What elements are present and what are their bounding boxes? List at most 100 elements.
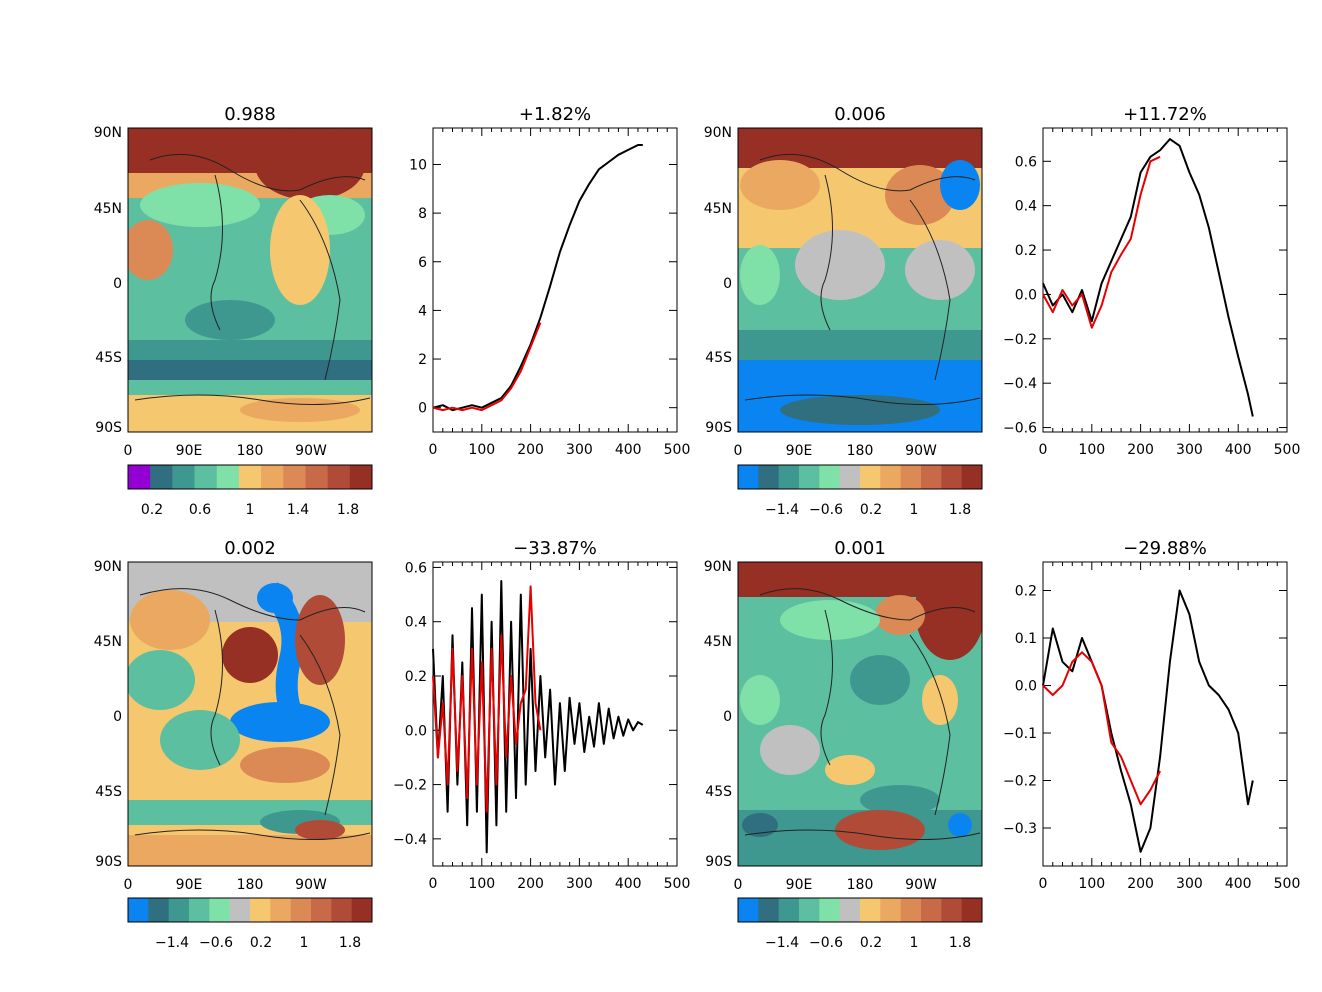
- map-3-field: [128, 562, 372, 866]
- map-1-cb-label-2: 1: [246, 502, 255, 518]
- y-tick-label: 0.2: [405, 669, 427, 685]
- map-4-cb-label-1: −0.6: [809, 935, 843, 951]
- map-2-y-ticks: 90N 45N 0 45S 90S: [704, 125, 732, 436]
- map-4-field: [738, 562, 982, 866]
- colorbar-swatch: [839, 898, 861, 922]
- series-line-black: [1042, 589, 1254, 853]
- map-4-ytick-4: 90S: [705, 854, 732, 870]
- map-3-colorbar: [127, 897, 373, 923]
- x-tick-label: 200: [1127, 876, 1154, 892]
- colorbar-swatch: [305, 465, 329, 489]
- map-1-xtick-3: 90W: [295, 443, 327, 459]
- x-tick-label: 100: [468, 442, 495, 458]
- map-3-title: 0.002: [224, 538, 276, 559]
- colorbar-swatch: [349, 465, 373, 489]
- colorbar-frame: [127, 897, 373, 923]
- map-3-cb-label-2: 0.2: [250, 935, 272, 951]
- series-line-red: [1042, 651, 1161, 806]
- map-4-y-ticks: 90N 45N 0 45S 90S: [704, 559, 732, 870]
- map-2-xtick-3: 90W: [905, 443, 937, 459]
- series-line-red: [1042, 155, 1161, 329]
- map-4-xtick-0: 0: [734, 877, 743, 893]
- map-1-field: [128, 128, 372, 432]
- x-tick-label: 500: [664, 442, 691, 458]
- colorbar-swatch: [839, 465, 861, 489]
- colorbar-swatch: [238, 465, 262, 489]
- colorbar-swatch: [900, 898, 922, 922]
- map-1-colorbar: [127, 464, 373, 490]
- series-line-red: [432, 585, 542, 813]
- x-tick-label: 100: [1078, 876, 1105, 892]
- colorbar-swatch: [216, 465, 240, 489]
- map-4-ytick-0: 90N: [704, 559, 732, 575]
- series-line-red: [432, 322, 542, 412]
- colorbar-swatch: [150, 465, 173, 489]
- colorbar-swatch: [921, 465, 942, 489]
- colorbar-swatch: [778, 898, 800, 922]
- colorbar-swatch: [331, 898, 353, 922]
- y-tick-label: 0.6: [1015, 154, 1037, 170]
- line-1-title: +1.82%: [519, 104, 591, 125]
- map-1-ytick-1: 45N: [94, 201, 122, 217]
- map-1-x-ticks: 0 90E 180 90W: [124, 443, 327, 459]
- colorbar-swatch: [168, 898, 190, 922]
- map-2-cb-label-4: 1.8: [949, 502, 971, 518]
- map-4-cb-label-4: 1.8: [949, 935, 971, 951]
- colorbar-swatch: [189, 898, 210, 922]
- colorbar-swatch: [311, 898, 332, 922]
- y-tick-label: −0.4: [1003, 376, 1037, 392]
- map-4-title: 0.001: [834, 538, 886, 559]
- map-3-ytick-1: 45N: [94, 634, 122, 650]
- colorbar-swatch: [961, 465, 983, 489]
- map-4-x-ticks: 0 90E 180 90W: [734, 877, 937, 893]
- map-3-ytick-4: 90S: [95, 854, 122, 870]
- x-tick-label: 200: [517, 442, 544, 458]
- colorbar-swatch: [758, 898, 780, 922]
- colorbar-swatch: [778, 465, 800, 489]
- x-tick-label: 400: [1225, 876, 1252, 892]
- map-1-xtick-2: 180: [237, 443, 264, 459]
- map-2-xtick-0: 0: [734, 443, 743, 459]
- y-tick-label: 10: [409, 157, 427, 173]
- map-3-ytick-0: 90N: [94, 559, 122, 575]
- x-tick-label: 400: [1225, 442, 1252, 458]
- map-4-frame: [737, 561, 983, 867]
- y-tick-label: −0.2: [393, 778, 427, 794]
- x-tick-label: 200: [1127, 442, 1154, 458]
- colorbar-swatch: [148, 898, 170, 922]
- map-3-xtick-3: 90W: [295, 877, 327, 893]
- colorbar-swatch: [880, 465, 902, 489]
- map-3-xtick-2: 180: [237, 877, 264, 893]
- map-2-xtick-1: 90E: [786, 443, 813, 459]
- plot-frame: [432, 127, 678, 433]
- x-tick-label: 0: [429, 876, 438, 892]
- map-2-cb-label-2: 0.2: [860, 502, 882, 518]
- colorbar-swatch: [738, 465, 759, 489]
- map-3-cb-label-1: −0.6: [199, 935, 233, 951]
- map-2-colorbar: [737, 464, 983, 490]
- x-tick-label: 100: [1078, 442, 1105, 458]
- colorbar-swatch: [172, 465, 196, 489]
- colorbar-swatch: [327, 465, 351, 489]
- x-tick-label: 400: [615, 442, 642, 458]
- map-2-ytick-1: 45N: [704, 201, 732, 217]
- map-1-xtick-1: 90E: [176, 443, 203, 459]
- map-panel-3: 0.002 90N 45N 0 45S: [94, 538, 373, 951]
- map-2-field: [738, 128, 982, 432]
- y-tick-label: 0.2: [1015, 584, 1037, 600]
- map-1-cb-label-0: 0.2: [141, 502, 163, 518]
- y-tick-label: 8: [418, 206, 427, 222]
- colorbar-swatch: [261, 465, 284, 489]
- line-4-title: −29.88%: [1123, 538, 1207, 559]
- map-3-cb-label-0: −1.4: [155, 935, 189, 951]
- colorbar-swatch: [270, 898, 292, 922]
- y-tick-label: −0.3: [1003, 821, 1037, 837]
- map-2-cb-label-3: 1: [910, 502, 919, 518]
- map-2-ytick-0: 90N: [704, 125, 732, 141]
- line-panel-4: −29.88% 0 100 200 300 400 500 −0.3 −0.2 −0.1 0.0 0…: [1003, 538, 1300, 892]
- x-tick-label: 0: [1039, 876, 1048, 892]
- map-2-cb-label-1: −0.6: [809, 502, 843, 518]
- colorbar-swatch: [900, 465, 922, 489]
- colorbar-swatch: [758, 465, 780, 489]
- map-4-cb-label-3: 1: [910, 935, 919, 951]
